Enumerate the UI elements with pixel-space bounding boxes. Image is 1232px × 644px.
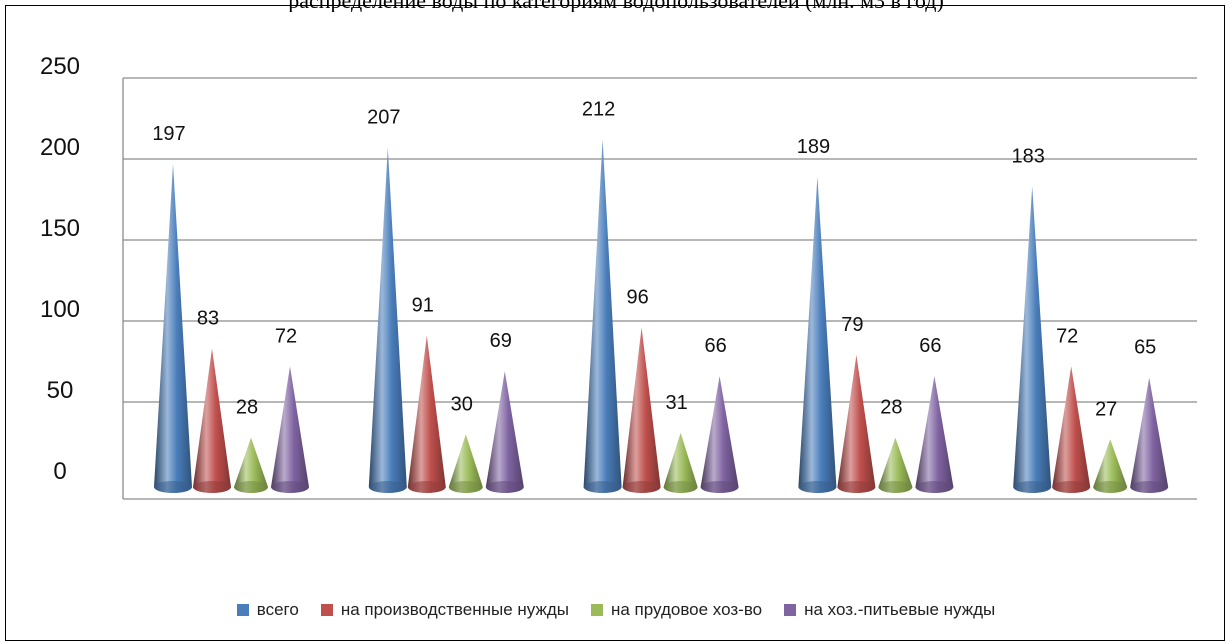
cone-base <box>193 481 231 493</box>
legend-swatch <box>590 604 603 616</box>
cone-base <box>915 481 954 493</box>
cone-base <box>878 481 913 493</box>
cone-mark <box>1093 439 1128 494</box>
data-label: 96 <box>626 286 648 308</box>
data-label: 83 <box>197 308 219 330</box>
cone-mark <box>798 176 837 494</box>
cone-mark <box>878 437 913 494</box>
cone-mark <box>193 348 231 493</box>
data-label: 72 <box>275 325 297 347</box>
cone-mark <box>700 376 739 494</box>
cone-base <box>1052 481 1091 493</box>
data-labels: 197 83 28 72 207 91 30 69 212 96 31 66 189 79 28 66 183 7… <box>152 99 1156 421</box>
data-label: 189 <box>797 136 830 158</box>
cone-mark <box>234 437 268 493</box>
cone-mark <box>622 327 661 494</box>
data-label: 28 <box>880 397 902 419</box>
legend-item: на прудовое хоз-во <box>590 600 763 620</box>
y-tick-label: 150 <box>40 215 80 242</box>
cone-mark <box>271 366 309 493</box>
cone-base <box>407 481 446 493</box>
data-label: 27 <box>1095 398 1117 420</box>
cone-mark <box>837 355 876 494</box>
data-label: 30 <box>451 393 473 415</box>
cone-base <box>798 481 837 493</box>
cone-base <box>368 481 407 493</box>
cone-base <box>1130 481 1169 493</box>
legend-label: всего <box>256 600 299 619</box>
cone-mark <box>663 432 698 494</box>
page-title: распределение воды по категориям водопол… <box>0 0 1232 12</box>
legend: всего на производственные нужды на прудово… <box>0 596 1232 624</box>
cone-base <box>663 481 698 493</box>
data-label: 212 <box>582 99 615 121</box>
legend-swatch <box>320 604 333 616</box>
legend-label: на хоз.-питьевые нужды <box>804 600 996 619</box>
cone-base <box>700 481 739 493</box>
data-label: 72 <box>1056 325 1078 347</box>
cone-base <box>271 481 309 493</box>
legend-label: на производственные нужды <box>340 600 569 619</box>
data-label: 197 <box>152 123 185 145</box>
data-label: 66 <box>919 335 941 357</box>
cone-mark <box>368 147 407 494</box>
cones <box>154 139 1169 494</box>
cone-mark <box>448 434 483 494</box>
data-label: 65 <box>1134 337 1156 359</box>
cone-base <box>154 481 192 493</box>
y-tick-label: 100 <box>40 296 80 323</box>
cone-mark <box>485 371 524 494</box>
cone-base <box>622 481 661 493</box>
grid-lines <box>122 77 1197 500</box>
cone-mark <box>1130 377 1169 494</box>
data-label: 207 <box>367 107 400 129</box>
cone-mark <box>915 376 954 494</box>
cone-base <box>485 481 524 493</box>
cone-base <box>1013 481 1052 493</box>
legend-swatch <box>236 604 249 616</box>
legend-swatch <box>784 604 797 616</box>
cone-mark <box>583 139 622 494</box>
cone-base <box>583 481 622 493</box>
legend-item: на производственные нужды <box>320 600 569 620</box>
cone-base <box>448 481 483 493</box>
data-label: 66 <box>704 335 726 357</box>
data-label: 31 <box>665 392 687 414</box>
cone-mark <box>1013 186 1052 493</box>
data-label: 79 <box>841 314 863 336</box>
cone-mark <box>407 335 446 494</box>
y-tick-label: 50 <box>47 377 74 404</box>
legend-item: на хоз.-питьевые нужды <box>784 600 995 620</box>
cone-mark <box>1052 366 1091 494</box>
y-tick-label: 200 <box>40 134 80 161</box>
cone-base <box>837 481 876 493</box>
y-axis-ticks: 0 50 100 150 200 250 <box>40 53 80 485</box>
data-label: 91 <box>412 295 434 317</box>
chart-frame <box>5 5 1225 641</box>
cone-base <box>234 481 268 493</box>
data-label: 183 <box>1012 146 1045 168</box>
y-tick-label: 0 <box>53 458 66 485</box>
data-label: 28 <box>236 397 258 419</box>
y-tick-label: 250 <box>40 53 80 80</box>
legend-item: всего <box>236 600 299 620</box>
legend-label: на прудовое хоз-во <box>610 600 763 619</box>
data-label: 69 <box>490 330 512 352</box>
cone-mark <box>154 163 192 494</box>
cone-base <box>1093 481 1128 493</box>
